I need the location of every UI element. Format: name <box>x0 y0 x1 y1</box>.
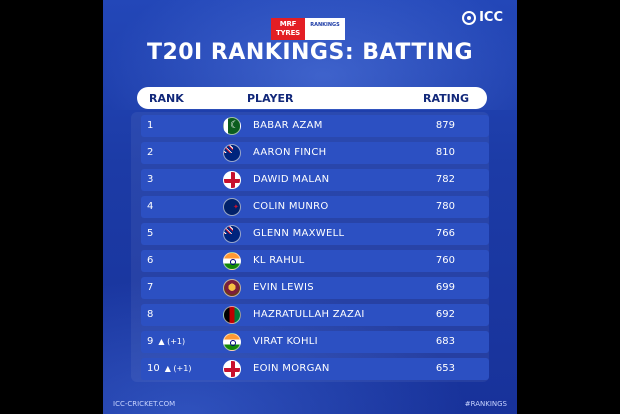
website-link: ICC-CRICKET.COM <box>113 400 176 408</box>
icc-logo: ICC <box>462 10 503 25</box>
table-row: 4 COLIN MUNRO 780 <box>141 196 489 218</box>
rank-number: 8 <box>147 309 154 320</box>
player-name: DAWID MALAN <box>253 174 330 185</box>
rank-number: 7 <box>147 282 154 293</box>
england-flag-icon <box>223 360 241 378</box>
england-flag-icon <box>223 171 241 189</box>
rank-number: 1 <box>147 120 154 131</box>
icc-icon <box>462 10 477 25</box>
rank-number: 9 <box>147 336 154 347</box>
player-name: HAZRATULLAH ZAZAI <box>253 309 365 320</box>
table-row: 8 HAZRATULLAH ZAZAI 692 <box>141 304 489 326</box>
table-row: 3 DAWID MALAN 782 <box>141 169 489 191</box>
player-name: AARON FINCH <box>253 147 327 158</box>
player-rating: 766 <box>435 228 455 239</box>
rank-number: 3 <box>147 174 154 185</box>
rankings-poster: MRF TYRES RANKINGS ICC T20I RANKINGS: BA… <box>103 0 517 414</box>
table-header: RANK PLAYER RATING <box>137 87 487 109</box>
header-player: PLAYER <box>247 91 294 105</box>
player-rating: 683 <box>435 336 455 347</box>
mrf-logo: MRF TYRES <box>271 18 305 40</box>
player-rating: 760 <box>435 255 455 266</box>
header-rating: RATING <box>423 91 469 105</box>
player-rating: 692 <box>435 309 455 320</box>
player-name: KL RAHUL <box>253 255 305 266</box>
icc-text: ICC <box>479 10 503 25</box>
player-rating: 699 <box>435 282 455 293</box>
table-row: 5 GLENN MAXWELL 766 <box>141 223 489 245</box>
australia-flag-icon <box>223 144 241 162</box>
table-row: 9 ▲ (+1) VIRAT KOHLI 683 <box>141 331 489 353</box>
table-row: 10 ▲ (+1) EOIN MORGAN 653 <box>141 358 489 380</box>
player-rating: 782 <box>435 174 455 185</box>
rankings-logo: RANKINGS <box>305 18 345 40</box>
player-name: GLENN MAXWELL <box>253 228 345 239</box>
rank-up-indicator: ▲ (+1) <box>158 337 186 346</box>
rank-number: 4 <box>147 201 154 212</box>
afghanistan-flag-icon <box>223 306 241 324</box>
player-name: BABAR AZAM <box>253 120 323 131</box>
rank-number: 2 <box>147 147 154 158</box>
header-rank: RANK <box>149 91 184 105</box>
player-rating: 780 <box>435 201 455 212</box>
player-rating: 810 <box>435 147 455 158</box>
table-row: 6 KL RAHUL 760 <box>141 250 489 272</box>
player-rating: 653 <box>435 363 455 374</box>
rankings-table: 1 BABAR AZAM 879 2 AARON FINCH 810 3 DAW… <box>131 112 489 382</box>
table-row: 7 EVIN LEWIS 699 <box>141 277 489 299</box>
table-row: 2 AARON FINCH 810 <box>141 142 489 164</box>
hashtag: #RANKINGS <box>464 400 507 408</box>
india-flag-icon <box>223 252 241 270</box>
player-name: VIRAT KOHLI <box>253 336 318 347</box>
rank-number: 10 <box>147 363 160 374</box>
player-name: COLIN MUNRO <box>253 201 329 212</box>
rank-number: 5 <box>147 228 154 239</box>
india-flag-icon <box>223 333 241 351</box>
table-row: 1 BABAR AZAM 879 <box>141 115 489 137</box>
rank-number: 6 <box>147 255 154 266</box>
pakistan-flag-icon <box>223 117 241 135</box>
player-name: EVIN LEWIS <box>253 282 314 293</box>
page-title: T20I RANKINGS: BATTING <box>146 40 474 65</box>
new-zealand-flag-icon <box>223 198 241 216</box>
player-name: EOIN MORGAN <box>253 363 330 374</box>
australia-flag-icon <box>223 225 241 243</box>
sponsor-logo: MRF TYRES RANKINGS <box>271 18 345 40</box>
west-indies-flag-icon <box>223 279 241 297</box>
rank-up-indicator: ▲ (+1) <box>164 364 192 373</box>
player-rating: 879 <box>435 120 455 131</box>
